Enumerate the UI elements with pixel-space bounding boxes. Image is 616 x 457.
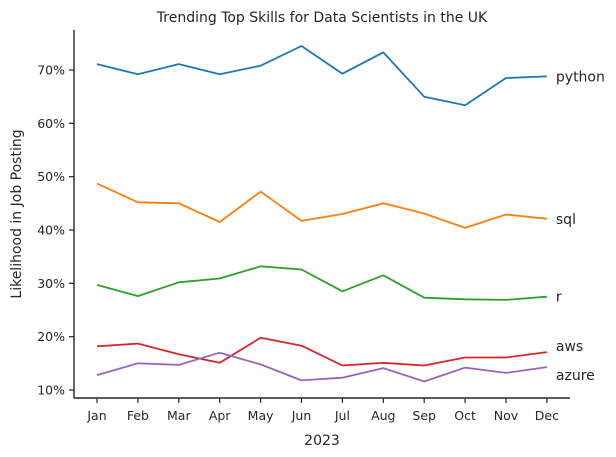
series-label-azure: azure [556, 368, 595, 384]
x-ticks: Jan Feb Mar Apr May Jun Jul Aug Sep Oct Nov Dec [86, 398, 559, 423]
x-tick-label: Dec [535, 408, 559, 423]
y-tick-label: 40% [37, 223, 65, 238]
y-ticks: 10% 20% 30% 40% 50% 60% 70% [37, 63, 74, 398]
x-tick-label: Feb [127, 408, 149, 423]
y-tick-label: 60% [37, 116, 65, 131]
series-labels: python sql r aws azure [556, 69, 605, 384]
series-line-python [96, 45, 547, 107]
series-label-python: python [556, 69, 605, 85]
series-line-azure [96, 351, 548, 383]
y-axis-label: Likelihood in Job Posting [9, 129, 25, 298]
series-line-aws [96, 336, 548, 367]
x-tick-label: Jul [334, 408, 350, 423]
x-tick-label: Apr [209, 408, 231, 423]
x-tick-label: Mar [167, 408, 191, 423]
x-tick-label: Nov [494, 408, 519, 423]
x-tick-label: Oct [454, 408, 476, 423]
y-tick-label: 30% [37, 276, 65, 291]
x-axis-label: 2023 [304, 433, 340, 449]
x-tick-label: Jan [86, 408, 106, 423]
y-tick-label: 70% [37, 63, 65, 78]
plot-area: 10% 20% 30% 40% 50% 60% 70% Jan Feb Mar Apr May Jun… [37, 30, 605, 423]
x-tick-label: Jun [291, 408, 312, 423]
y-tick-label: 10% [37, 383, 65, 398]
y-tick-label: 20% [37, 329, 65, 344]
series-lines [96, 45, 548, 383]
y-tick-label: 50% [37, 169, 65, 184]
series-line-r [96, 265, 547, 301]
x-tick-label: Aug [371, 408, 395, 423]
chart-title: Trending Top Skills for Data Scientists … [156, 10, 488, 26]
series-label-r: r [556, 290, 562, 306]
x-tick-label: Sep [412, 408, 436, 423]
series-label-aws: aws [556, 339, 583, 355]
x-tick-label: May [248, 408, 274, 423]
series-label-sql: sql [556, 212, 576, 228]
series-line-sql [96, 182, 547, 229]
